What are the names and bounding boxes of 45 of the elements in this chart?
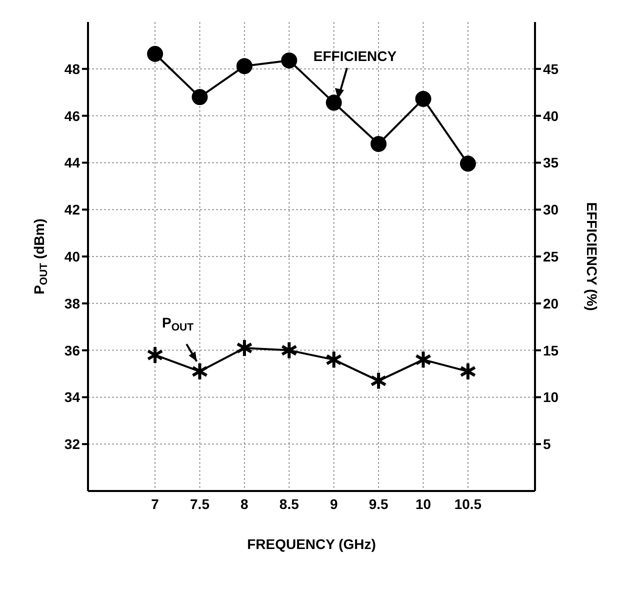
- y-tick-label: 36: [64, 342, 80, 358]
- y2-tick-label: 25: [543, 248, 559, 264]
- y2-tick-label: 20: [543, 295, 559, 312]
- y2-tick-label: 10: [543, 389, 559, 406]
- y2-tick-label: 40: [543, 108, 559, 124]
- point: [146, 345, 164, 364]
- y2-axis-title: EFFICIENCY (%): [584, 202, 600, 311]
- y2-tick-label: 45: [543, 60, 559, 77]
- point: [326, 94, 342, 111]
- y-tick-label: 32: [64, 436, 80, 452]
- x-axis-title: FREQUENCY (GHz): [247, 536, 376, 552]
- y-tick-label: 34: [64, 389, 80, 406]
- x-tick-label: 8: [240, 496, 249, 512]
- x-tick-label: 7.5: [190, 496, 210, 512]
- y2-tick-label: 35: [543, 154, 559, 171]
- y-tick-label: 38: [64, 295, 80, 312]
- y-tick-label: 44: [64, 154, 80, 171]
- point: [370, 371, 387, 390]
- y-tick-label: 42: [64, 202, 80, 218]
- x-tick-label: 10.5: [454, 496, 482, 512]
- y2-tick-label: 15: [543, 342, 559, 358]
- x-tick-label: 9: [330, 496, 338, 512]
- y-tick-label: 46: [64, 108, 80, 124]
- point: [147, 46, 164, 62]
- x-tick-label: 8.5: [279, 496, 300, 512]
- annotation: EFFICIENCY: [313, 48, 398, 64]
- point: [280, 340, 298, 360]
- point: [415, 90, 432, 107]
- point: [414, 350, 432, 370]
- point: [325, 350, 342, 370]
- point: [460, 156, 476, 172]
- y2-tick-label: 5: [543, 436, 551, 452]
- point: [460, 362, 476, 381]
- y-tick-label: 48: [64, 60, 80, 77]
- annotation: P$_{OUT}$: [162, 314, 194, 334]
- y-tick-label: 40: [64, 248, 80, 264]
- x-tick-label: 7: [151, 496, 160, 512]
- y2-tick-label: 30: [543, 202, 559, 218]
- point: [236, 58, 252, 74]
- point: [281, 52, 298, 68]
- point: [370, 136, 387, 152]
- point: [236, 338, 253, 358]
- point: [192, 89, 208, 106]
- x-tick-label: 10: [415, 496, 432, 512]
- x-tick-label: 9.5: [368, 496, 388, 512]
